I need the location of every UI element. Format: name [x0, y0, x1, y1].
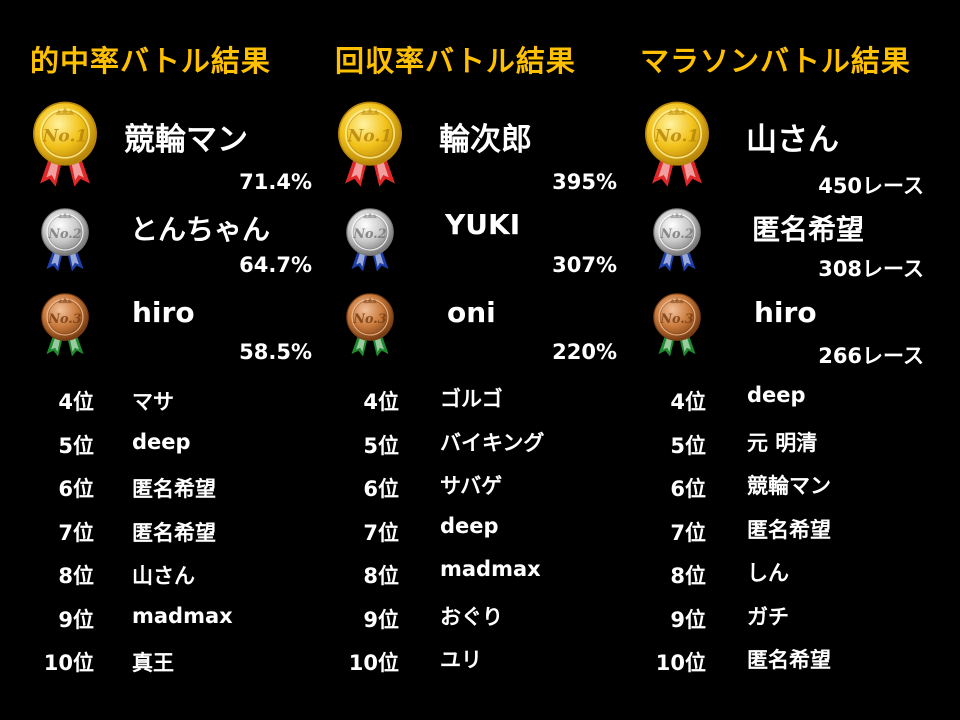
rank-label: 7位 [363, 520, 399, 545]
top-name-3: hiro [754, 296, 817, 329]
rank-label: 10位 [655, 651, 706, 675]
ranked-name: ゴルゴ [440, 387, 503, 411]
rank-label: 8位 [363, 564, 399, 588]
svg-text:No.1: No.1 [42, 126, 88, 146]
ranked-name: 元 明清 [747, 430, 818, 455]
ranked-name: 山さん [132, 564, 195, 588]
column-title-hit-rate: 的中率バトル結果 [30, 44, 271, 78]
top-name-3: oni [447, 296, 496, 329]
ranked-name: 匿名希望 [132, 520, 216, 545]
top-score-2: 307% [552, 253, 617, 277]
top-score-3: 58.5% [239, 340, 312, 364]
rank-label: 5位 [363, 433, 399, 458]
top-name-2: とんちゃん [130, 213, 271, 246]
rank-label: 4位 [58, 390, 94, 414]
top-score-3: 266レース [818, 344, 924, 368]
silver-medal-icon: No.2 [653, 208, 701, 272]
rank-label: 6位 [58, 477, 94, 501]
rank-label: 6位 [670, 477, 706, 501]
medal-rank-1: No.1 [331, 96, 409, 190]
medal-rank-2: No.2 [341, 203, 399, 275]
top-score-2: 64.7% [239, 253, 312, 277]
ranked-name: おぐり [440, 604, 503, 629]
ranked-name: バイキング [440, 430, 545, 455]
rank-label: 4位 [670, 390, 706, 414]
top-name-1: 輪次郎 [439, 122, 532, 158]
top-name-2: YUKI [445, 208, 521, 241]
ranked-name: madmax [132, 603, 233, 628]
svg-text:No.2: No.2 [659, 227, 693, 242]
medal-rank-2: No.2 [36, 203, 94, 275]
rank-label: 7位 [670, 520, 706, 545]
top-score-1: 71.4% [239, 170, 312, 194]
medal-rank-1: No.1 [26, 96, 104, 190]
rank-label: 9位 [670, 607, 706, 632]
rank-label: 10位 [43, 651, 94, 675]
top-score-1: 450レース [818, 174, 924, 198]
svg-text:No.3: No.3 [352, 312, 386, 327]
ranked-name: deep [440, 513, 499, 538]
rank-label: 4位 [363, 390, 399, 414]
top-name-1: 競輪マン [124, 122, 248, 158]
medal-rank-3: No.3 [36, 288, 94, 360]
bronze-medal-icon: No.3 [41, 293, 89, 357]
rank-label: 10位 [348, 651, 399, 675]
medal-rank-3: No.3 [648, 288, 706, 360]
top-score-1: 395% [552, 170, 617, 194]
medal-rank-2: No.2 [648, 203, 706, 275]
silver-medal-icon: No.2 [41, 208, 89, 272]
ranked-name: 匿名希望 [747, 517, 831, 542]
ribbon [652, 157, 702, 187]
top-score-3: 220% [552, 340, 617, 364]
ranked-name: deep [132, 429, 191, 454]
ranked-name: 競輪マン [747, 474, 831, 498]
column-title-marathon: マラソンバトル結果 [640, 44, 911, 78]
ranked-name: マサ [132, 390, 174, 414]
rank-label: 5位 [670, 433, 706, 458]
ranked-name: ユリ [440, 648, 482, 672]
ranked-name: サバゲ [440, 474, 503, 498]
gold-medal-icon: No.1 [33, 101, 97, 187]
bronze-medal-icon: No.3 [653, 293, 701, 357]
silver-medal-icon: No.2 [346, 208, 394, 272]
svg-text:No.2: No.2 [352, 227, 386, 242]
rank-label: 9位 [363, 607, 399, 632]
medal-rank-1: No.1 [638, 96, 716, 190]
ranked-name: ガチ [747, 604, 789, 629]
medal-rank-3: No.3 [341, 288, 399, 360]
svg-text:No.3: No.3 [47, 312, 81, 327]
rank-label: 5位 [58, 433, 94, 458]
top-name-1: 山さん [746, 122, 839, 158]
ranked-name: madmax [440, 557, 541, 581]
top-name-3: hiro [132, 296, 195, 329]
gold-medal-icon: No.1 [645, 101, 709, 187]
ranked-name: 真王 [132, 651, 174, 675]
ranked-name: 匿名希望 [132, 477, 216, 501]
column-title-recovery-rate: 回収率バトル結果 [335, 44, 576, 78]
svg-text:No.3: No.3 [659, 312, 693, 327]
svg-text:No.1: No.1 [347, 126, 393, 146]
rank-label: 6位 [363, 477, 399, 501]
rank-label: 9位 [58, 607, 94, 632]
svg-text:No.1: No.1 [654, 126, 700, 146]
top-name-2: 匿名希望 [752, 213, 865, 246]
rank-label: 7位 [58, 520, 94, 545]
ranked-name: deep [747, 383, 806, 407]
gold-medal-icon: No.1 [338, 101, 402, 187]
rank-label: 8位 [58, 564, 94, 588]
svg-text:No.2: No.2 [47, 227, 81, 242]
ranked-name: しん [747, 561, 789, 585]
bronze-medal-icon: No.3 [346, 293, 394, 357]
rank-label: 8位 [670, 564, 706, 588]
top-score-2: 308レース [818, 257, 924, 281]
ranked-name: 匿名希望 [747, 648, 831, 672]
